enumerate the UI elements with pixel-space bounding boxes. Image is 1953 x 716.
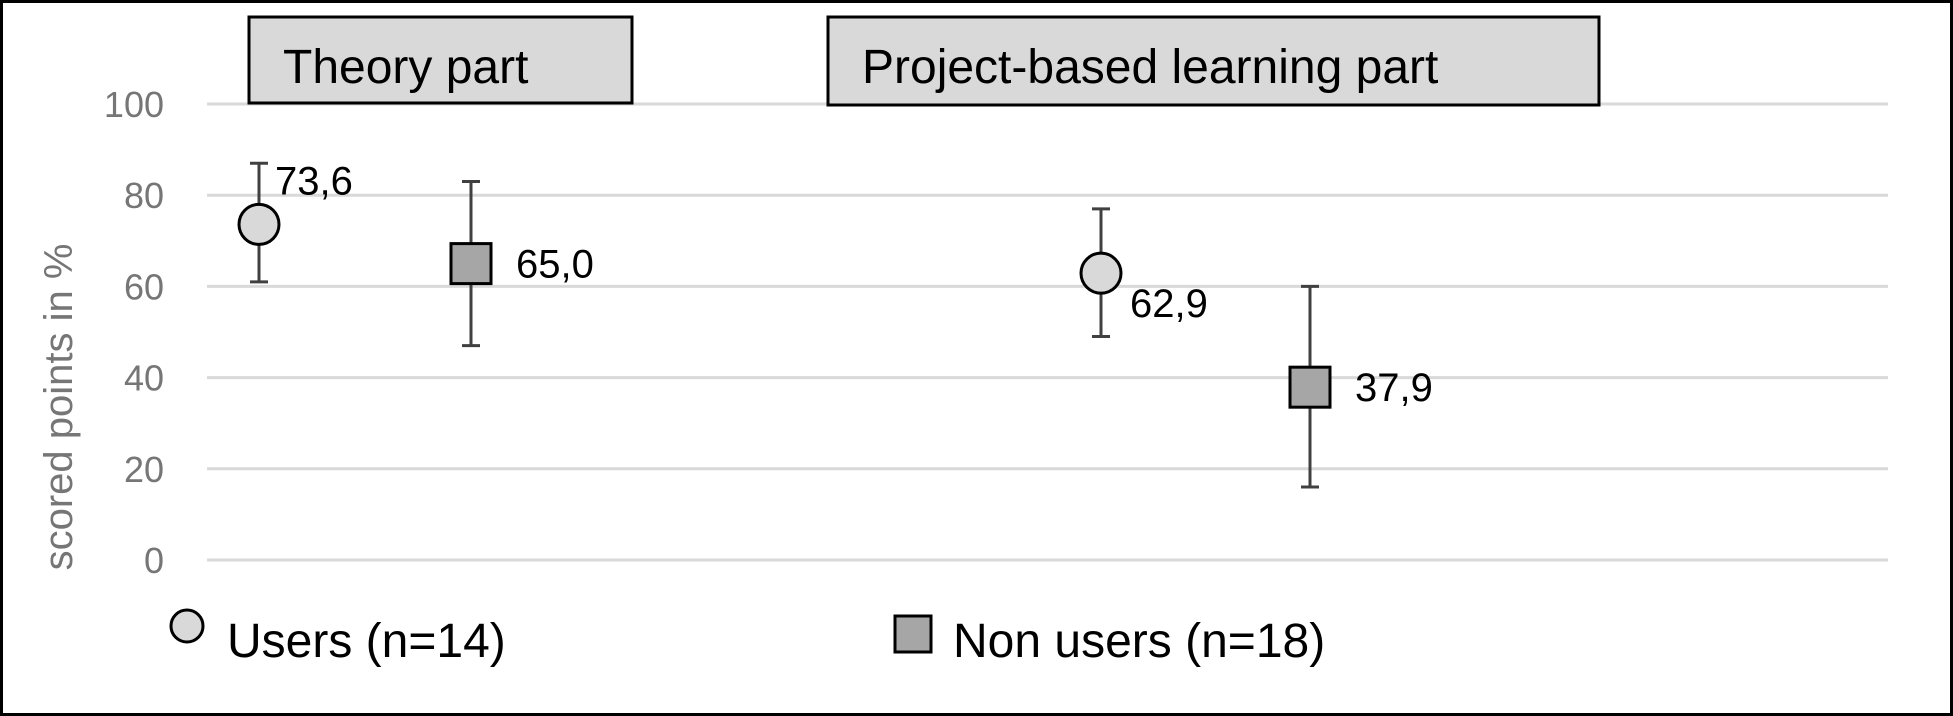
legend-marker-users bbox=[169, 608, 205, 644]
data-point-non-users bbox=[449, 242, 493, 286]
data-label: 37,9 bbox=[1355, 366, 1433, 410]
y-tick-label: 80 bbox=[124, 175, 164, 216]
y-axis-label: scored points in % bbox=[37, 244, 81, 571]
data-point-non-users bbox=[1288, 365, 1332, 409]
legend: Users (n=14) Non users (n=18) bbox=[169, 608, 1325, 668]
y-tick-label: 100 bbox=[104, 84, 164, 125]
section-box-project: Project-based learning part bbox=[826, 15, 1601, 107]
section-box-theory: Theory part bbox=[247, 15, 634, 105]
y-tick-label: 40 bbox=[124, 358, 164, 399]
data-point-users bbox=[1079, 251, 1123, 295]
data-label: 62,9 bbox=[1130, 282, 1208, 326]
legend-marker-non-users bbox=[893, 614, 933, 654]
y-axis-ticks: 0 20 40 60 80 100 bbox=[104, 84, 164, 581]
y-tick-label: 0 bbox=[144, 540, 164, 581]
section-label-theory: Theory part bbox=[283, 41, 528, 94]
data-label: 65,0 bbox=[516, 243, 594, 287]
data-point-users bbox=[237, 202, 281, 246]
section-label-project: Project-based learning part bbox=[862, 41, 1438, 94]
y-tick-label: 60 bbox=[124, 266, 164, 307]
data-marks: 73,6 62,9 65,0 37,9 bbox=[237, 159, 1433, 489]
data-label: 73,6 bbox=[275, 159, 353, 203]
legend-label-non-users: Non users (n=18) bbox=[953, 615, 1325, 668]
y-tick-label: 20 bbox=[124, 449, 164, 490]
legend-label-users: Users (n=14) bbox=[227, 615, 506, 668]
